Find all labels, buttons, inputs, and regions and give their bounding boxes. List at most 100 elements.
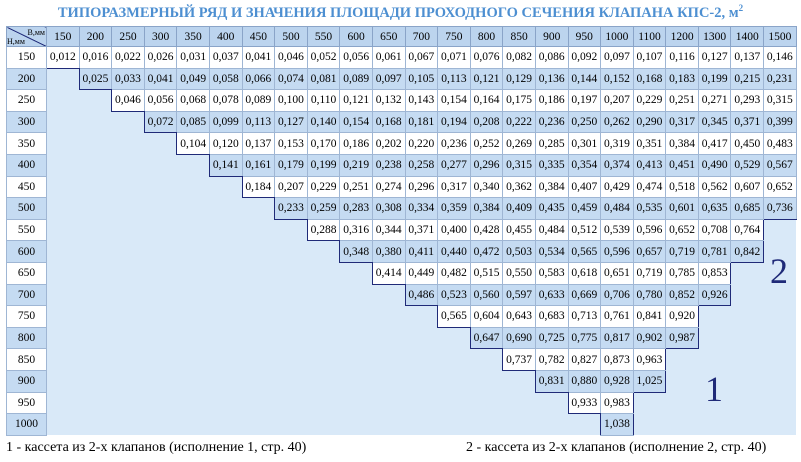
cell: 0,285 <box>534 132 569 155</box>
cell: 0,074 <box>274 67 308 91</box>
empty-cell <box>144 370 177 392</box>
empty-cell <box>763 219 797 241</box>
empty-cell <box>470 348 503 371</box>
cell: 0,207 <box>600 89 634 112</box>
cell: 0,041 <box>143 67 178 91</box>
cell: 0,400 <box>437 218 471 242</box>
empty-cell <box>242 348 275 371</box>
cell: 0,179 <box>274 153 308 177</box>
column-header: 750 <box>437 26 471 47</box>
cell: 0,417 <box>697 132 732 155</box>
empty-cell <box>46 262 80 285</box>
empty-cell <box>307 284 340 306</box>
empty-cell <box>339 284 373 306</box>
cell: 0,140 <box>306 110 341 134</box>
empty-cell <box>242 219 275 241</box>
empty-cell <box>111 240 145 263</box>
footnote: 1 - кассета из 2-х клапанов (исполнение … <box>6 440 307 455</box>
empty-cell <box>274 392 308 414</box>
cell: 0,340 <box>469 175 504 199</box>
cell: 0,486 <box>404 283 439 307</box>
empty-cell <box>307 305 340 328</box>
row-header: 950 <box>6 391 47 415</box>
empty-cell <box>339 327 373 349</box>
row-header: 700 <box>6 283 47 307</box>
empty-cell <box>209 176 243 198</box>
row-header: 850 <box>6 348 47 371</box>
cell: 0,236 <box>534 110 569 134</box>
cell: 0,987 <box>665 326 699 350</box>
cell: 0,184 <box>241 175 276 199</box>
empty-cell <box>730 262 764 285</box>
cell: 0,459 <box>567 197 602 220</box>
cell: 0,503 <box>502 240 536 263</box>
cell: 0,154 <box>437 89 471 112</box>
cell: 0,238 <box>371 153 406 177</box>
cell: 0,081 <box>306 67 341 91</box>
empty-cell <box>176 262 210 285</box>
cell: 0,482 <box>437 261 471 285</box>
cell: 0,317 <box>437 175 471 199</box>
empty-cell <box>79 240 112 263</box>
empty-cell <box>144 284 177 306</box>
cell: 0,567 <box>763 153 797 177</box>
cell: 0,515 <box>469 261 504 285</box>
column-header: 850 <box>502 26 536 47</box>
cell: 0,652 <box>763 175 797 199</box>
empty-cell <box>176 176 210 198</box>
cell: 0,049 <box>176 67 210 91</box>
empty-cell <box>405 305 438 328</box>
cell: 0,657 <box>632 240 667 263</box>
empty-cell <box>763 413 797 436</box>
cell: 0,831 <box>534 369 569 393</box>
row-header: 900 <box>6 369 47 393</box>
empty-cell <box>665 370 699 392</box>
empty-cell <box>46 370 80 392</box>
empty-cell <box>176 284 210 306</box>
cell: 0,736 <box>763 197 797 220</box>
column-header: 950 <box>567 26 602 47</box>
empty-cell <box>307 413 340 436</box>
cell: 0,435 <box>534 197 569 220</box>
row: 700 0,486 0,523 0,560 0,597 0,633 0,669 0,706 0,… <box>6 283 797 307</box>
row-header: 550 <box>6 218 47 242</box>
empty-cell <box>405 370 438 392</box>
empty-cell <box>405 348 438 371</box>
cell: 0,335 <box>534 153 569 177</box>
row: 1000 1,038 <box>6 413 797 436</box>
empty-cell <box>665 413 699 436</box>
cell: 0,429 <box>600 175 634 199</box>
empty-cell <box>46 111 80 133</box>
empty-cell <box>763 392 797 414</box>
cell: 0,110 <box>306 89 341 112</box>
cell: 0,484 <box>534 218 569 242</box>
row-header: 750 <box>6 305 47 328</box>
empty-cell <box>274 413 308 436</box>
empty-cell <box>79 327 112 349</box>
empty-cell <box>730 413 764 436</box>
empty-cell <box>144 197 177 220</box>
cell: 0,780 <box>632 283 667 307</box>
cell: 0,154 <box>339 110 373 134</box>
cell: 0,315 <box>763 89 797 112</box>
empty-cell <box>111 413 145 436</box>
row: 300 0,072 0,085 0,099 0,113 0,127 0,140 0,154 0,… <box>6 110 797 134</box>
empty-cell <box>763 262 797 285</box>
cell: 0,301 <box>567 132 602 155</box>
cell: 0,607 <box>730 175 765 199</box>
cell: 0,252 <box>469 132 504 155</box>
empty-cell <box>437 413 471 436</box>
empty-cell <box>730 305 764 328</box>
empty-cell <box>437 327 471 349</box>
cell: 0,474 <box>632 175 667 199</box>
cell: 0,928 <box>600 369 634 393</box>
cell: 0,099 <box>208 110 243 134</box>
cell: 0,086 <box>534 46 569 69</box>
cell: 0,097 <box>371 67 406 91</box>
cell: 0,414 <box>371 261 406 285</box>
row: 550 0,288 0,316 0,344 0,371 0,400 0,428 0,455 0,… <box>6 218 797 242</box>
empty-cell <box>339 392 373 414</box>
cell: 0,371 <box>404 218 439 242</box>
cell: 0,271 <box>697 89 732 112</box>
cell: 0,251 <box>339 175 373 199</box>
